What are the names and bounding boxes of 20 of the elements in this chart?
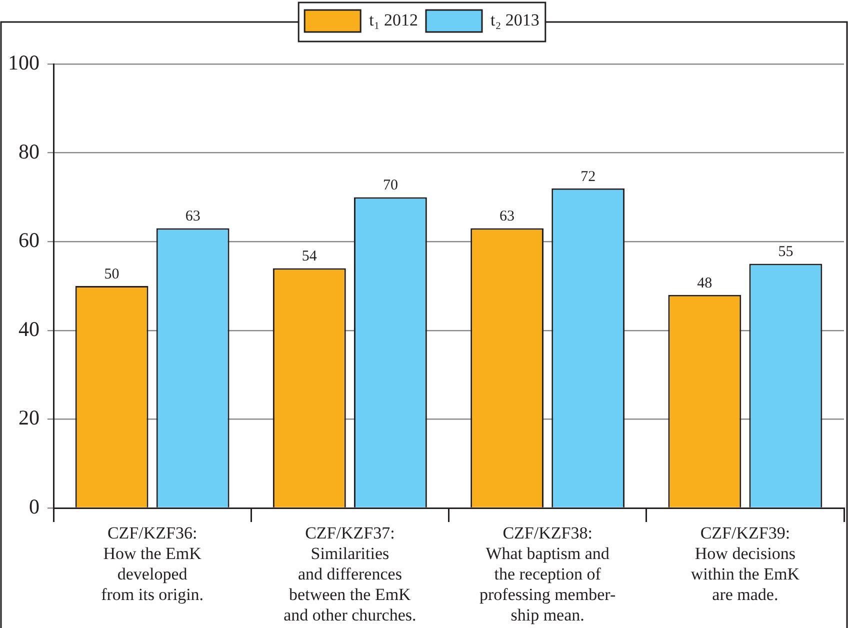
legend-label: t₂ 2013 bbox=[490, 10, 540, 30]
data-label: 70 bbox=[382, 178, 398, 194]
y-tick-label: 100 bbox=[8, 50, 40, 75]
y-tick-label: 0 bbox=[29, 494, 40, 519]
data-label: 63 bbox=[500, 208, 515, 225]
y-tick-label: 40 bbox=[18, 316, 40, 341]
y-tick-label: 80 bbox=[18, 139, 40, 164]
x-tick-label: CZF/KZF36: How the EmK developed from its origin. bbox=[101, 524, 204, 604]
data-label: 50 bbox=[104, 266, 120, 282]
x-tick-label: CZF/KZF37: Similarities and differences between the EmK and other churches. bbox=[284, 524, 416, 624]
data-label: 48 bbox=[697, 275, 712, 292]
data-label: 55 bbox=[778, 244, 794, 260]
legend-label: t₁ 2012 bbox=[369, 10, 418, 30]
data-label: 63 bbox=[185, 208, 200, 225]
x-tick-label: CZF/KZF38: What baptism and the reception of professing member- ship mean. bbox=[480, 524, 616, 624]
y-tick-label: 20 bbox=[18, 406, 40, 430]
data-label: 54 bbox=[302, 248, 318, 265]
x-tick-label: CZF/KZF39: How decisions within the EmK are made. bbox=[690, 524, 800, 604]
data-label: 72 bbox=[580, 168, 596, 185]
y-tick-label: 60 bbox=[18, 228, 40, 252]
